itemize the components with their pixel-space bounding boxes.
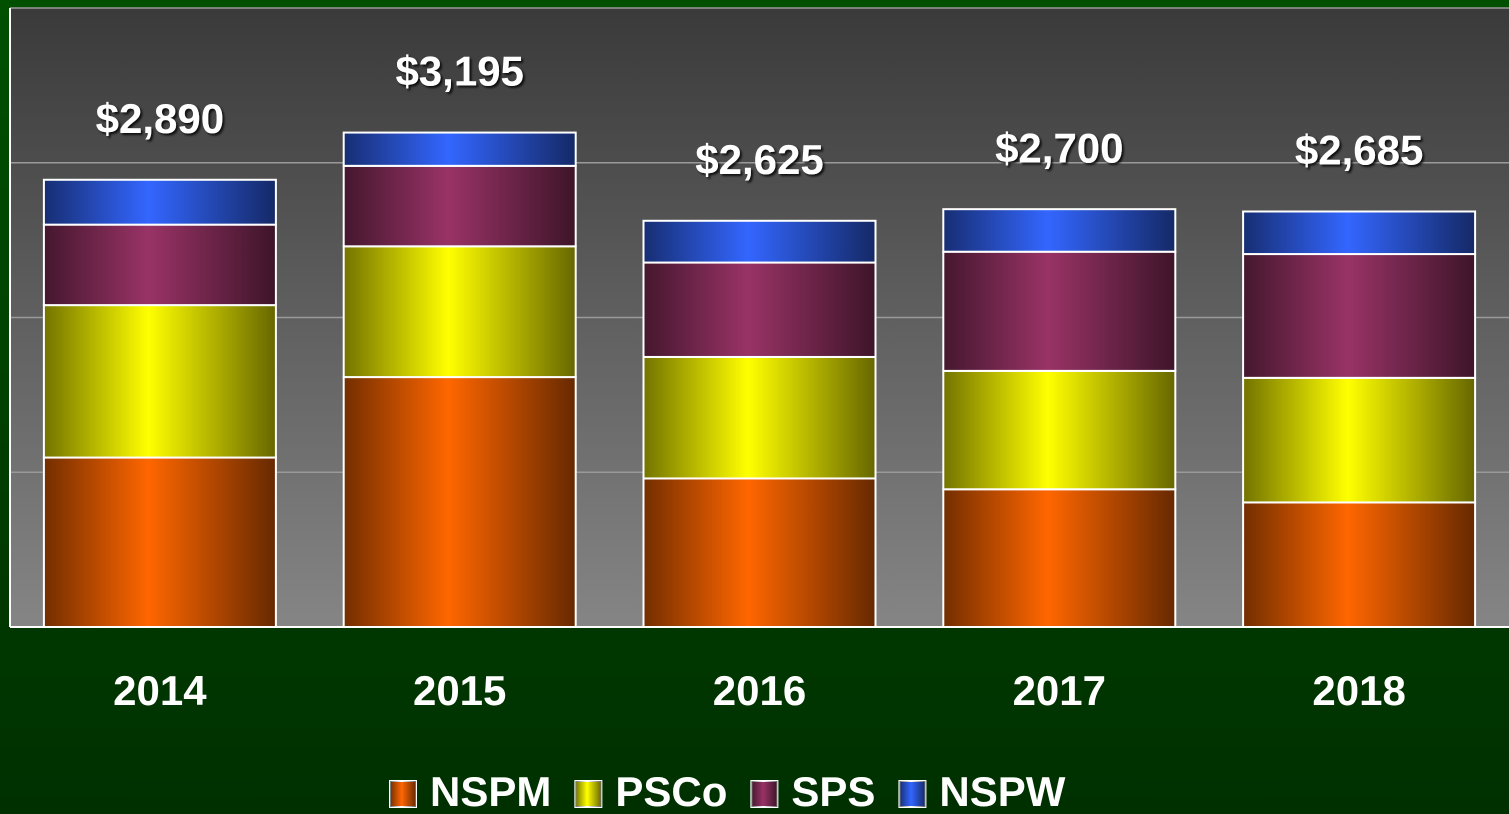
bar-segment bbox=[342, 131, 577, 167]
legend-swatch-shade bbox=[390, 781, 416, 807]
x-tick-label: 2015 bbox=[413, 667, 506, 714]
bar-segment bbox=[642, 219, 877, 264]
bar-segment bbox=[942, 369, 1177, 491]
x-tick-label: 2016 bbox=[713, 667, 806, 714]
bar-segment bbox=[942, 250, 1177, 372]
bar-segment bbox=[642, 477, 877, 628]
legend-swatch-shade bbox=[575, 781, 602, 807]
bar-shade bbox=[342, 131, 577, 167]
total-label: $2,700 bbox=[995, 124, 1123, 171]
legend-item: SPS bbox=[750, 768, 875, 814]
bar-shade bbox=[642, 477, 877, 628]
legend-label: NSPW bbox=[939, 768, 1065, 814]
bar-shade bbox=[942, 250, 1177, 372]
bar-segment bbox=[42, 304, 277, 459]
bar-segment bbox=[942, 208, 1177, 253]
x-tick-label: 2018 bbox=[1312, 667, 1405, 714]
bar-shade bbox=[642, 219, 877, 264]
bar-segment bbox=[1242, 376, 1477, 504]
bar-shade bbox=[342, 245, 577, 379]
bar-segment bbox=[42, 223, 277, 307]
legend-swatch-shade bbox=[751, 781, 778, 807]
total-label: $2,625 bbox=[695, 136, 823, 183]
legend-label: NSPM bbox=[430, 768, 551, 814]
bar-shade bbox=[642, 261, 877, 358]
bar-segment bbox=[642, 355, 877, 480]
bar-shade bbox=[342, 376, 577, 628]
x-tick-label: 2017 bbox=[1013, 667, 1106, 714]
legend-swatch-shade bbox=[899, 781, 926, 807]
total-label: $2,890 bbox=[96, 95, 224, 142]
legend-label: PSCo bbox=[615, 768, 727, 814]
bar-shade bbox=[1242, 376, 1477, 504]
bar-shade bbox=[42, 304, 277, 459]
total-label: $3,195 bbox=[395, 48, 523, 95]
legend-label: SPS bbox=[791, 768, 875, 814]
bar-shade bbox=[1242, 253, 1477, 379]
bar-shade bbox=[942, 488, 1177, 628]
legend-item: NSPM bbox=[389, 768, 551, 814]
bar-segment bbox=[342, 376, 577, 628]
total-label: $2,685 bbox=[1295, 127, 1423, 174]
bar-shade bbox=[342, 164, 577, 248]
bar-segment bbox=[342, 164, 577, 248]
bar-segment bbox=[342, 245, 577, 379]
x-tick-label: 2014 bbox=[113, 667, 207, 714]
bar-segment bbox=[1242, 210, 1477, 256]
bar-shade bbox=[942, 208, 1177, 253]
bar-shade bbox=[42, 223, 277, 307]
legend-item: PSCo bbox=[574, 768, 727, 814]
bar-segment bbox=[942, 488, 1177, 628]
bar-segment bbox=[42, 456, 277, 628]
bar-shade bbox=[1242, 501, 1477, 628]
bar-shade bbox=[942, 369, 1177, 491]
bar-shade bbox=[1242, 210, 1477, 256]
bar-segment bbox=[642, 261, 877, 358]
bar-shade bbox=[42, 456, 277, 628]
legend-item: NSPW bbox=[898, 768, 1066, 814]
bar-segment bbox=[42, 178, 277, 226]
bar-segment bbox=[1242, 253, 1477, 379]
bar-shade bbox=[42, 178, 277, 226]
bar-segment bbox=[1242, 501, 1477, 628]
bar-shade bbox=[642, 355, 877, 480]
